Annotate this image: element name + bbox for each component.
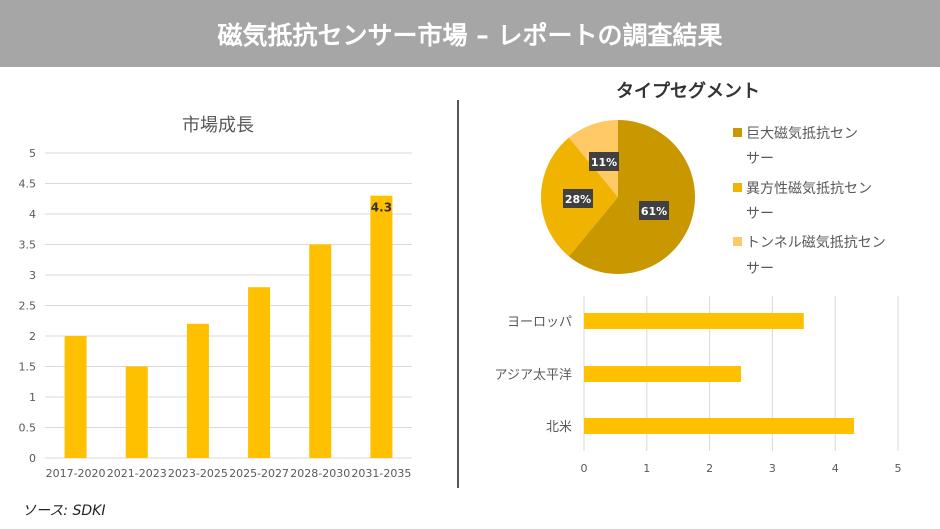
x-tick-label: 2028-2030	[290, 467, 350, 480]
bar	[125, 366, 148, 458]
y-tick-label: 3	[29, 269, 36, 282]
bar	[64, 336, 87, 458]
bar	[370, 195, 393, 458]
bar	[186, 323, 209, 458]
data-label: 11%	[591, 156, 617, 169]
x-tick-label: 4	[832, 462, 839, 475]
bar	[309, 244, 332, 458]
bar	[248, 287, 271, 458]
legend-label: トンネル磁気抵抗センサー	[746, 235, 886, 277]
y-tick-label: 1.5	[19, 361, 37, 374]
legend-label: 巨大磁気抵抗センサー	[746, 126, 858, 167]
x-tick-label: 2017-2020	[46, 467, 106, 480]
bar	[584, 313, 804, 329]
x-tick-label: 3	[769, 462, 776, 475]
data-label: 61%	[641, 205, 667, 218]
legend-swatch	[733, 128, 742, 137]
bar	[584, 418, 855, 434]
legend-swatch	[733, 237, 742, 246]
legend-label: 異方性磁気抵抗センサー	[746, 181, 872, 222]
y-tick-label: 北米	[546, 420, 572, 435]
source-note: ソース: SDKI	[22, 503, 106, 519]
y-tick-label: 0.5	[19, 422, 37, 435]
y-tick-label: 2.5	[19, 300, 37, 313]
y-tick-label: アジア太平洋	[495, 368, 572, 383]
data-label-bg	[639, 201, 669, 220]
data-label: 4.3	[371, 201, 392, 215]
y-tick-label: 3.5	[19, 239, 37, 252]
page-title: 磁気抵抗センサー市場 – レポートの調査結果	[0, 0, 940, 67]
x-tick-label: 0	[581, 462, 588, 475]
x-tick-label: 2025-2027	[229, 467, 289, 480]
y-tick-label: 4.5	[19, 178, 37, 191]
x-tick-label: 1	[643, 462, 650, 475]
divider	[457, 100, 459, 488]
legend-swatch	[733, 183, 742, 192]
data-label: 28%	[565, 193, 591, 206]
y-tick-label: 4	[29, 208, 36, 221]
y-tick-label: 1	[29, 391, 36, 404]
x-tick-label: 5	[895, 462, 902, 475]
x-tick-label: 2023-2025	[168, 467, 228, 480]
data-label-bg	[563, 189, 593, 208]
y-tick-label: 2	[29, 330, 36, 343]
growth-chart-title: 市場成長	[182, 115, 254, 136]
pie-slice	[568, 120, 695, 274]
y-tick-label: 5	[29, 147, 36, 160]
pie-chart-title: タイプセグメント	[616, 80, 760, 102]
y-tick-label: 0	[29, 452, 36, 465]
y-tick-label: ヨーロッパ	[507, 315, 572, 330]
data-label-bg	[589, 152, 619, 171]
bar	[584, 366, 741, 382]
x-tick-label: 2031-2035	[351, 467, 411, 480]
x-tick-label: 2	[706, 462, 713, 475]
x-tick-label: 2021-2023	[107, 467, 167, 480]
